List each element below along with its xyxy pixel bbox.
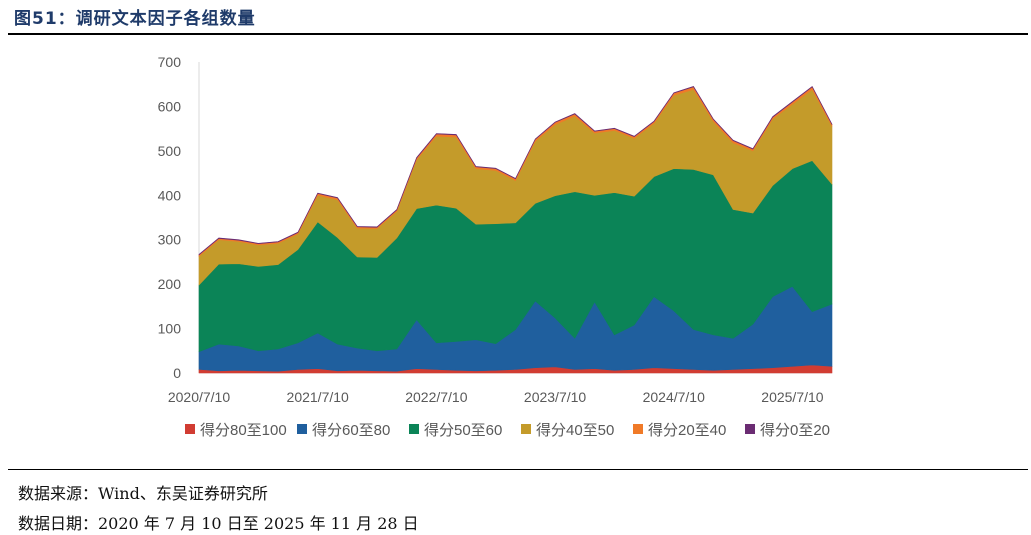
data-date-range: 数据日期：2020 年 7 月 10 日至 2025 年 11 月 28 日 xyxy=(18,514,419,533)
x-tick-label: 2022/7/10 xyxy=(405,389,467,405)
legend-label-6: 得分0至20 xyxy=(760,422,830,439)
legend-swatch-3 xyxy=(409,424,419,434)
x-tick-label: 2025/7/10 xyxy=(761,389,823,405)
y-tick-label: 400 xyxy=(158,187,182,203)
top-rule xyxy=(8,33,1028,35)
x-tick-label: 2023/7/10 xyxy=(524,389,586,405)
legend-swatch-5 xyxy=(633,424,643,434)
area-series-6 xyxy=(198,85,833,256)
bottom-rule xyxy=(8,469,1028,470)
legend-swatch-1 xyxy=(185,424,195,434)
figure-title: 图51：调研文本因子各组数量 xyxy=(14,9,256,29)
legend-label-5: 得分20至40 xyxy=(648,422,726,439)
legend-label-4: 得分40至50 xyxy=(536,422,614,439)
y-tick-label: 500 xyxy=(158,143,182,159)
legend-label-3: 得分50至60 xyxy=(424,422,502,439)
data-source: 数据来源：Wind、东吴证券研究所 xyxy=(18,484,268,503)
x-tick-label: 2020/7/10 xyxy=(168,389,230,405)
y-tick-label: 0 xyxy=(173,365,181,381)
y-tick-label: 200 xyxy=(158,276,182,292)
x-tick-label: 2024/7/10 xyxy=(643,389,705,405)
legend-label-2: 得分60至80 xyxy=(312,422,390,439)
y-tick-label: 600 xyxy=(158,98,182,114)
legend-swatch-4 xyxy=(521,424,531,434)
x-tick-label: 2021/7/10 xyxy=(287,389,349,405)
y-tick-label: 300 xyxy=(158,232,182,248)
y-tick-label: 100 xyxy=(158,321,182,337)
y-tick-label: 700 xyxy=(158,54,182,70)
legend-swatch-6 xyxy=(745,424,755,434)
legend-label-1: 得分80至100 xyxy=(200,422,287,439)
legend-swatch-2 xyxy=(297,424,307,434)
